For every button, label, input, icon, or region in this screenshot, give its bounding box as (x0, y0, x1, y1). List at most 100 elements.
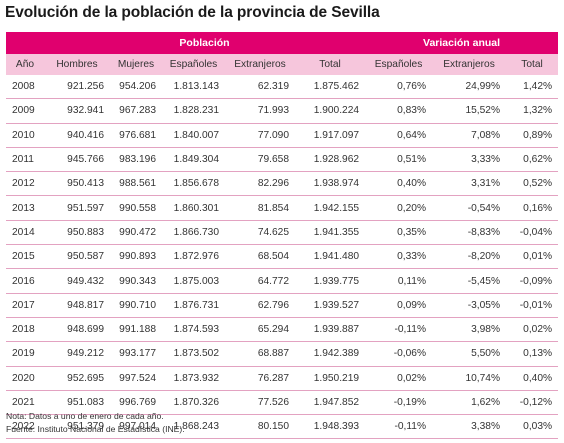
cell-total: 1.941.355 (295, 220, 366, 246)
table-row: 2011 945.766 983.196 1.849.304 79.658 1.928.9… (6, 147, 559, 173)
cell-year: 2018 (6, 317, 44, 343)
cell-extranjeros: 64.772 (225, 268, 295, 294)
cell-var-extranjeros: -5,45% (432, 268, 507, 294)
cell-extranjeros: 71.993 (225, 98, 295, 124)
table-row: 2022 951.379 997.014 1.868.243 80.150 1.948.3… (6, 414, 559, 440)
cell-year: 2014 (6, 220, 44, 246)
cell-var-extranjeros: -0,54% (432, 195, 507, 221)
cell-total: 1.941.480 (295, 244, 366, 270)
column-header-extranjeros: Extranjeros (225, 54, 295, 75)
cell-espanoles: 1.873.932 (162, 366, 225, 391)
cell-var-total: -0,12% (506, 390, 559, 416)
cell-var-espanoles: 0,83% (365, 98, 433, 124)
cell-espanoles: 1.872.976 (162, 244, 225, 270)
cell-hombres: 951.597 (44, 195, 110, 221)
cell-var-extranjeros: 3,98% (432, 317, 507, 343)
cell-hombres: 945.766 (44, 147, 110, 173)
table-body: 2008 921.256 954.206 1.813.143 62.319 1.875.4… (6, 75, 559, 440)
cell-year: 2020 (6, 366, 44, 391)
cell-var-total: 0,16% (506, 195, 559, 221)
cell-espanoles: 1.873.502 (162, 341, 225, 367)
cell-var-espanoles: 0,02% (365, 366, 433, 391)
cell-year: 2012 (6, 171, 44, 197)
cell-var-extranjeros: 3,33% (432, 147, 507, 173)
cell-hombres: 932.941 (44, 98, 110, 124)
cell-espanoles: 1.876.731 (162, 293, 225, 318)
cell-hombres: 952.695 (44, 366, 110, 391)
cell-var-espanoles: 0,40% (365, 171, 433, 197)
cell-var-extranjeros: 5,50% (432, 341, 507, 367)
cell-var-extranjeros: 7,08% (432, 123, 507, 148)
cell-year: 2022 (6, 414, 44, 440)
group-header-poblacion: Población (44, 32, 366, 54)
cell-year: 2016 (6, 268, 44, 294)
cell-hombres: 948.817 (44, 293, 110, 318)
cell-year: 2010 (6, 123, 44, 148)
cell-extranjeros: 80.150 (225, 414, 295, 440)
table-row: 2021 951.083 996.769 1.870.326 77.526 1.947.8… (6, 390, 559, 416)
cell-year: 2013 (6, 195, 44, 221)
cell-var-extranjeros: -3,05% (432, 293, 507, 318)
cell-espanoles: 1.849.304 (162, 147, 225, 173)
cell-var-total: 0,40% (506, 366, 559, 391)
column-header-var-total: Total (506, 54, 559, 75)
cell-var-total: -0,01% (506, 293, 559, 318)
source-text: Fuente: Instituto Nacional de Estadístic… (6, 424, 185, 434)
cell-mujeres: 988.561 (110, 171, 162, 197)
table-row: 2020 952.695 997.524 1.873.932 76.287 1.950.2… (6, 366, 559, 391)
cell-extranjeros: 82.296 (225, 171, 295, 197)
cell-total: 1.939.887 (295, 317, 366, 343)
cell-var-extranjeros: -8,83% (432, 220, 507, 246)
cell-var-total: 0,01% (506, 244, 559, 270)
table-row: 2012 950.413 988.561 1.856.678 82.296 1.938.9… (6, 171, 559, 197)
cell-total: 1.948.393 (295, 414, 366, 440)
cell-year: 2019 (6, 341, 44, 367)
cell-hombres: 921.256 (44, 75, 110, 100)
cell-total: 1.950.219 (295, 366, 366, 391)
cell-var-extranjeros: 3,31% (432, 171, 507, 197)
cell-hombres: 949.212 (44, 341, 110, 367)
table-row: 2013 951.597 990.558 1.860.301 81.854 1.942.1… (6, 195, 559, 221)
cell-extranjeros: 62.319 (225, 75, 295, 100)
table-row: 2019 949.212 993.177 1.873.502 68.887 1.942.3… (6, 341, 559, 367)
column-header-row: Año Hombres Mujeres Españoles Extranjero… (6, 54, 559, 75)
cell-var-espanoles: -0,19% (365, 390, 433, 416)
table-row: 2016 949.432 990.343 1.875.003 64.772 1.939.7… (6, 268, 559, 294)
cell-var-total: -0,09% (506, 268, 559, 294)
cell-var-espanoles: 0,33% (365, 244, 433, 270)
cell-extranjeros: 74.625 (225, 220, 295, 246)
cell-var-extranjeros: 15,52% (432, 98, 507, 124)
cell-var-extranjeros: 1,62% (432, 390, 507, 416)
cell-extranjeros: 65.294 (225, 317, 295, 343)
cell-total: 1.939.527 (295, 293, 366, 318)
cell-var-total: 0,52% (506, 171, 559, 197)
cell-espanoles: 1.870.326 (162, 390, 225, 416)
cell-var-espanoles: -0,11% (365, 414, 433, 440)
cell-var-extranjeros: 24,99% (432, 75, 507, 100)
cell-hombres: 949.432 (44, 268, 110, 294)
cell-total: 1.875.462 (295, 75, 366, 100)
column-header-total: Total (295, 54, 366, 75)
cell-var-total: 0,13% (506, 341, 559, 367)
cell-hombres: 951.083 (44, 390, 110, 416)
cell-extranjeros: 76.287 (225, 366, 295, 391)
cell-mujeres: 967.283 (110, 98, 162, 124)
group-header-variacion: Variación anual (365, 32, 559, 54)
cell-espanoles: 1.840.007 (162, 123, 225, 148)
column-header-var-extranjeros: Extranjeros (432, 54, 507, 75)
cell-espanoles: 1.868.243 (162, 414, 225, 440)
cell-espanoles: 1.860.301 (162, 195, 225, 221)
table-row: 2008 921.256 954.206 1.813.143 62.319 1.875.4… (6, 75, 559, 100)
cell-var-espanoles: 0,11% (365, 268, 433, 294)
cell-year: 2017 (6, 293, 44, 318)
cell-year: 2021 (6, 390, 44, 416)
cell-var-extranjeros: 3,38% (432, 414, 507, 440)
cell-var-espanoles: 0,64% (365, 123, 433, 148)
column-header-year: Año (6, 54, 44, 75)
cell-extranjeros: 79.658 (225, 147, 295, 173)
cell-var-total: 0,62% (506, 147, 559, 173)
column-header-mujeres: Mujeres (110, 54, 162, 75)
cell-extranjeros: 68.887 (225, 341, 295, 367)
cell-year: 2011 (6, 147, 44, 173)
cell-mujeres: 990.472 (110, 220, 162, 246)
